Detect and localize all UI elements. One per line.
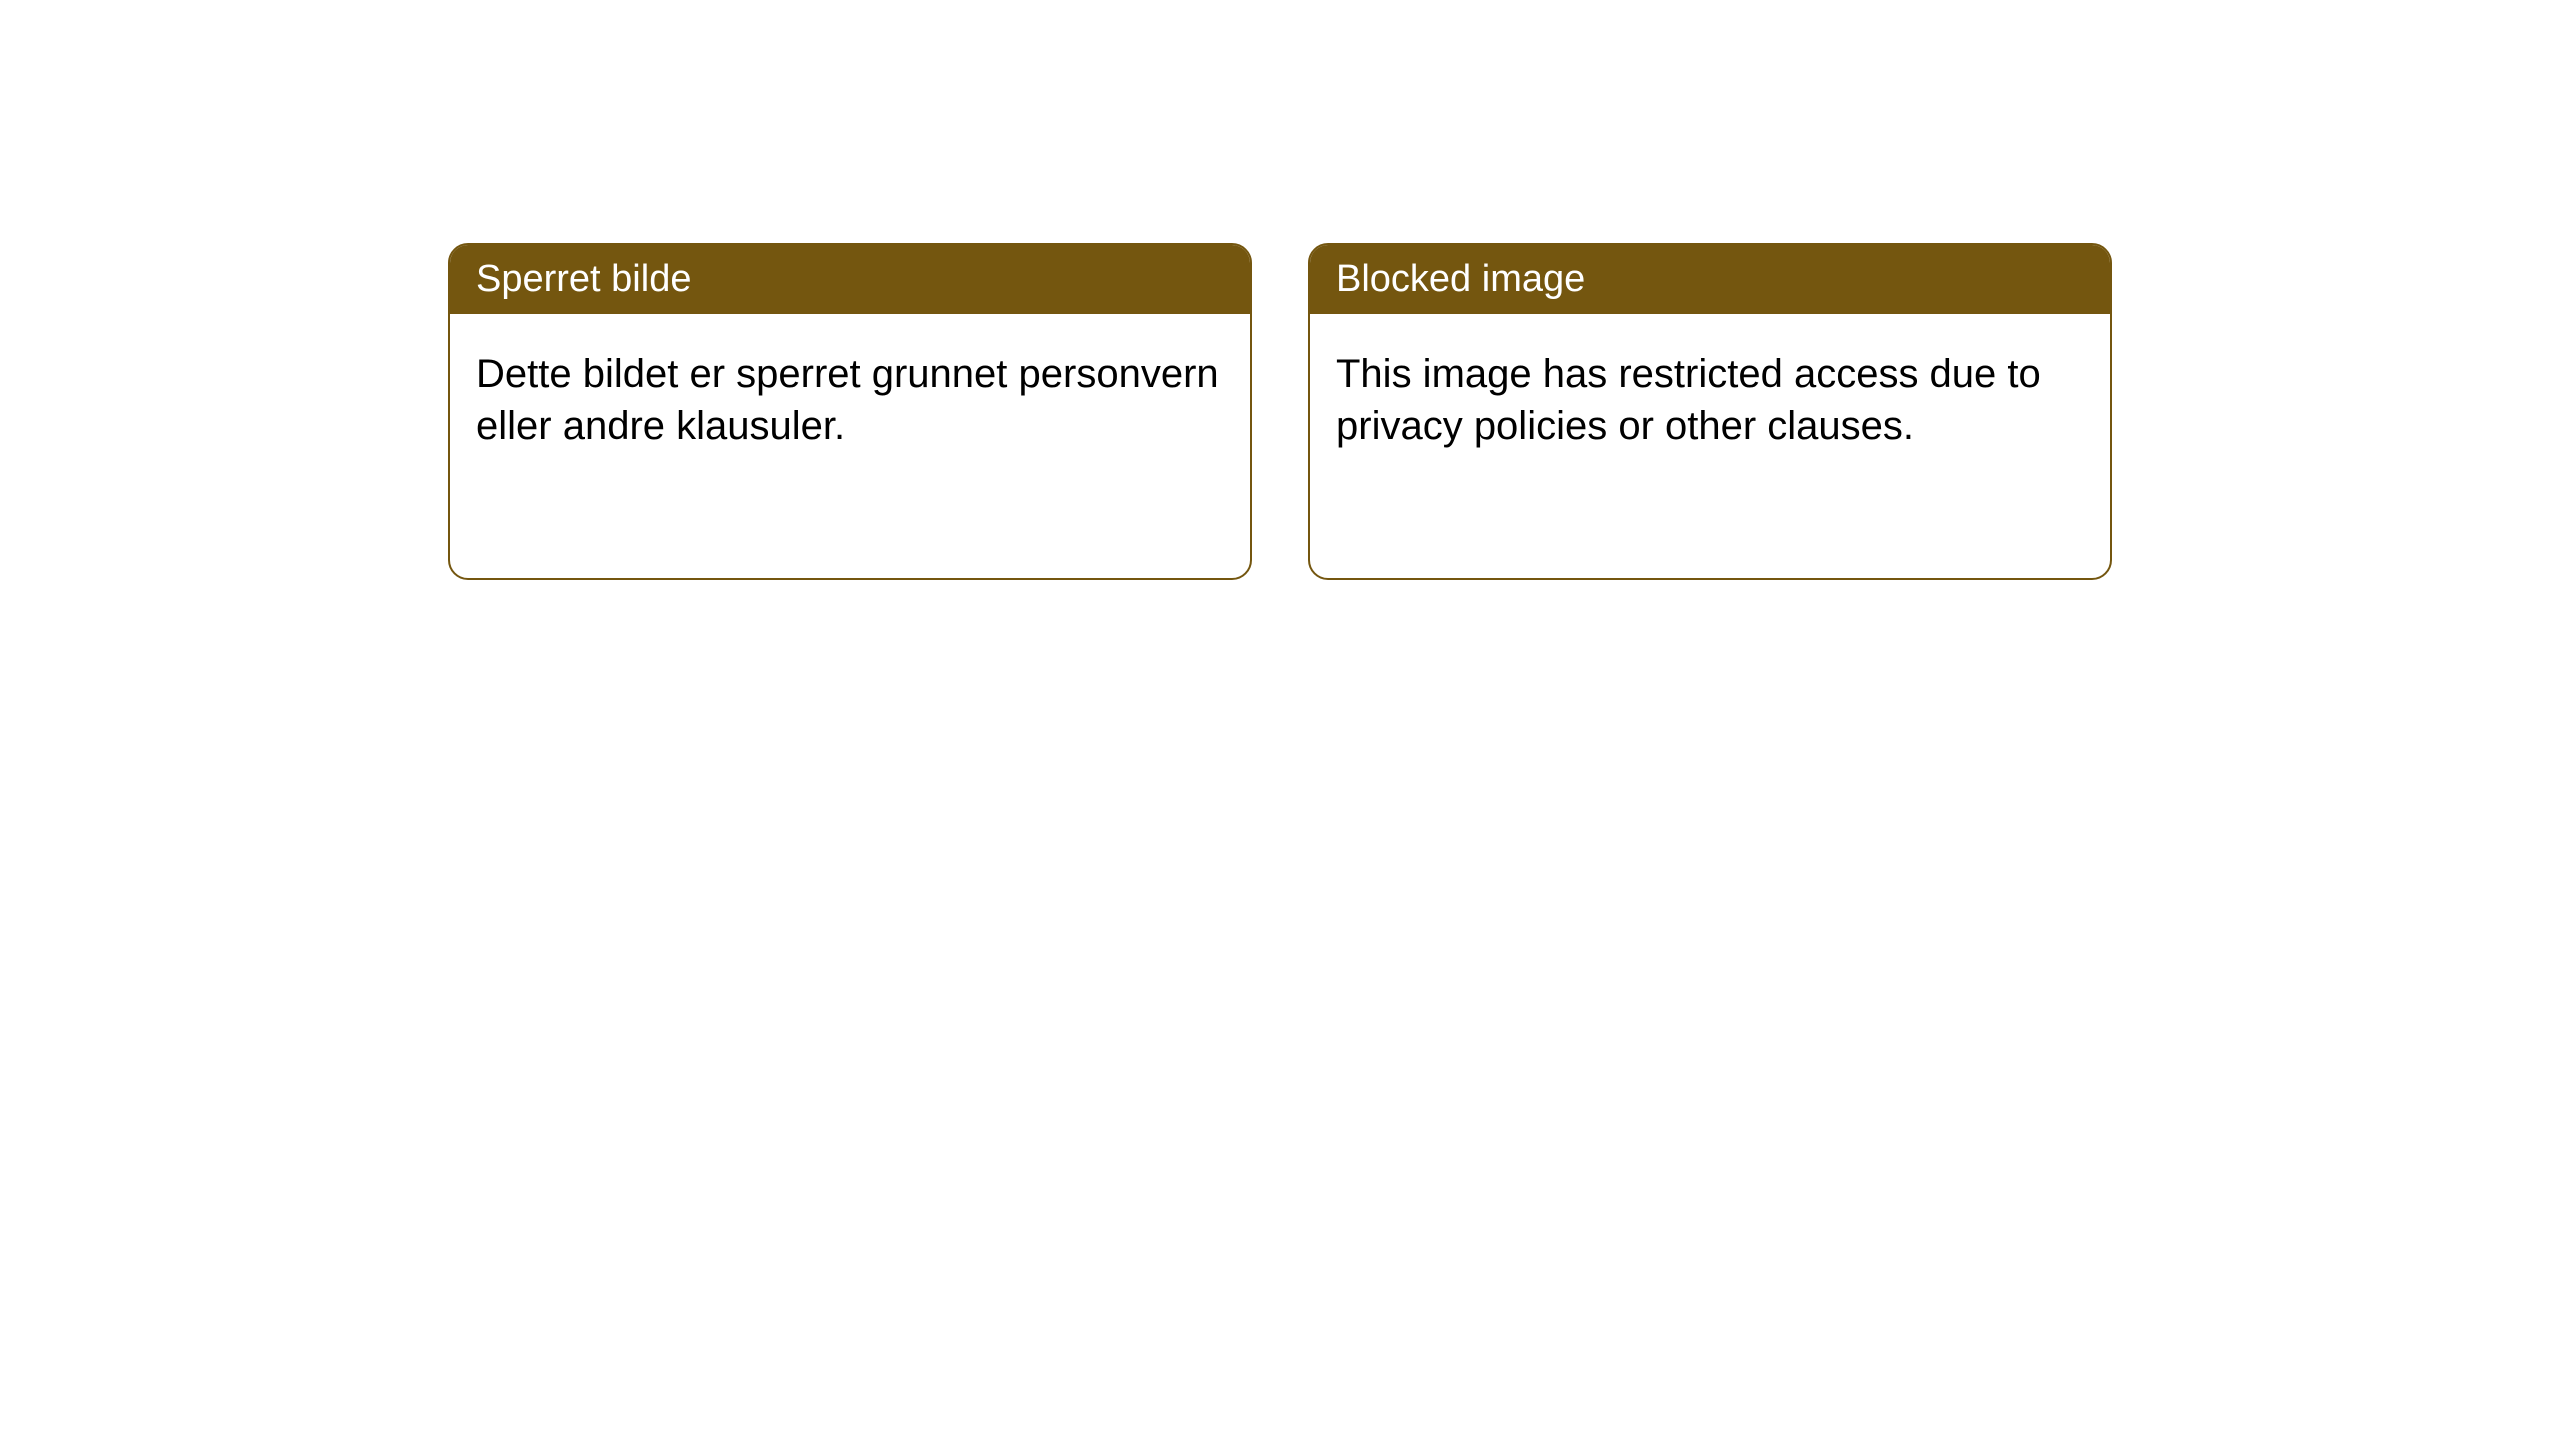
- card-header: Blocked image: [1310, 245, 2110, 314]
- card-header-text: Blocked image: [1336, 258, 1585, 300]
- card-header: Sperret bilde: [450, 245, 1250, 314]
- blocked-image-cards-container: Sperret bilde Dette bildet er sperret gr…: [448, 243, 2112, 580]
- card-header-text: Sperret bilde: [476, 258, 691, 300]
- blocked-image-card-english: Blocked image This image has restricted …: [1308, 243, 2112, 580]
- card-body: Dette bildet er sperret grunnet personve…: [450, 314, 1250, 486]
- card-body: This image has restricted access due to …: [1310, 314, 2110, 486]
- card-body-text: Dette bildet er sperret grunnet personve…: [476, 352, 1219, 448]
- blocked-image-card-norwegian: Sperret bilde Dette bildet er sperret gr…: [448, 243, 1252, 580]
- card-body-text: This image has restricted access due to …: [1336, 352, 2041, 448]
